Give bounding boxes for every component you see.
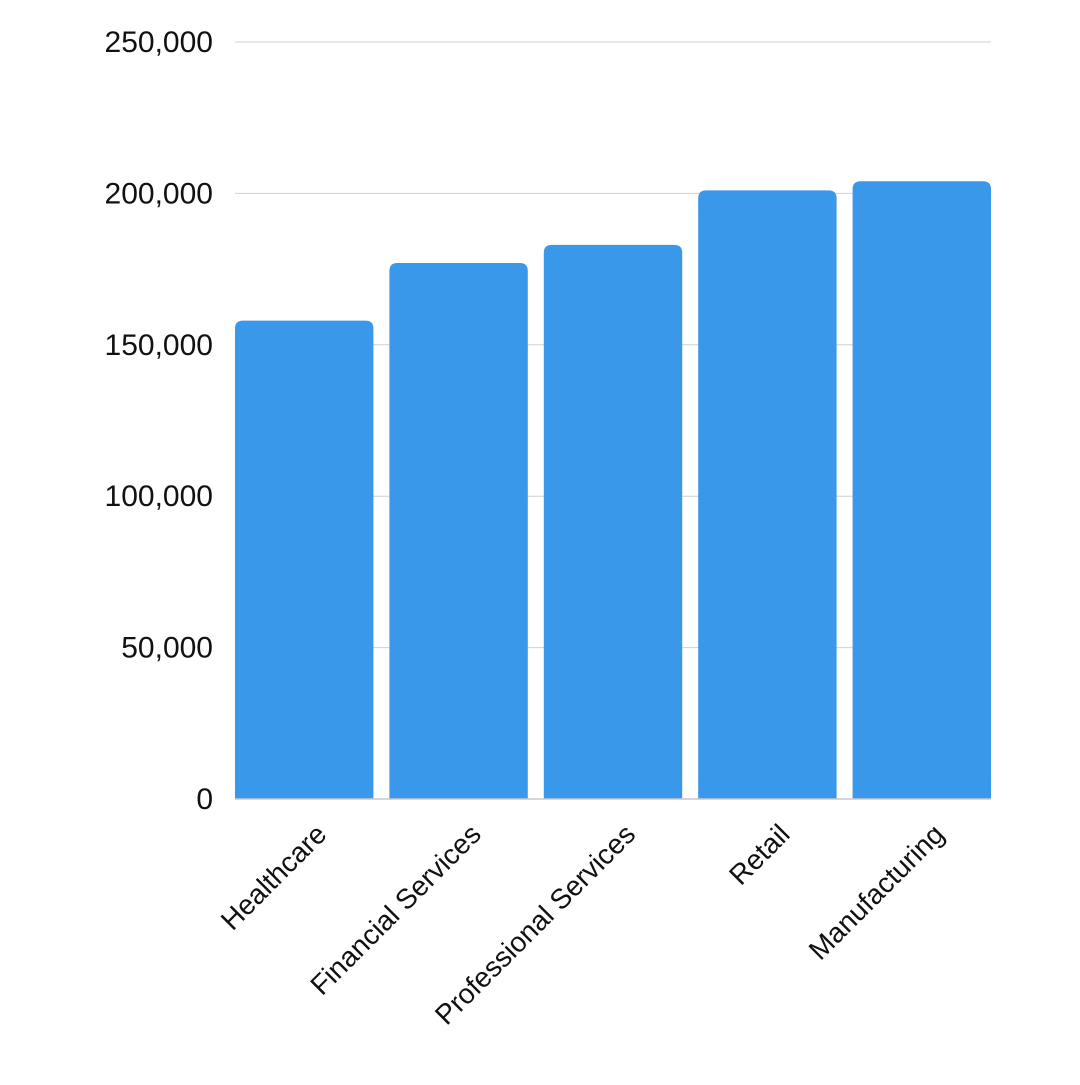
- bar-professional-services: [543, 244, 683, 800]
- y-tick-label: 100,000: [105, 480, 213, 513]
- y-tick-label: 50,000: [121, 632, 213, 665]
- bar-financial-services: [389, 263, 528, 799]
- bar-manufacturing: [852, 181, 991, 800]
- y-tick-label: 150,000: [105, 329, 213, 362]
- y-tick-label: 200,000: [105, 177, 213, 210]
- x-tick-label: Manufacturing: [803, 818, 950, 965]
- y-tick-label: 250,000: [105, 26, 213, 59]
- bars: [235, 181, 991, 800]
- bar-retail: [698, 190, 837, 799]
- x-tick-label: Healthcare: [215, 818, 333, 936]
- y-tick-label: 0: [196, 783, 213, 816]
- x-tick-label: Financial Services: [304, 818, 487, 1001]
- y-axis-tick-labels: 0 50,000 100,000 150,000 200,000 250,000: [105, 26, 213, 816]
- x-tick-label: Retail: [723, 818, 796, 891]
- bar-healthcare: [235, 320, 374, 799]
